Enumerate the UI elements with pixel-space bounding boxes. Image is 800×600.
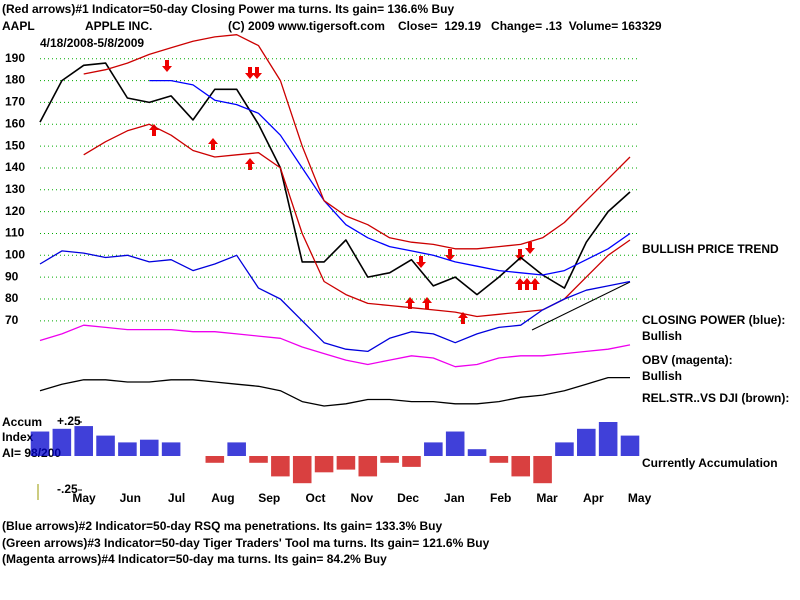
accum-bar <box>205 456 225 463</box>
accum-bar <box>424 442 443 456</box>
accum-bar <box>271 456 290 477</box>
legend-label: CLOSING POWER (blue): <box>642 313 785 327</box>
annotation: Currently Accumulation <box>642 456 778 470</box>
annotation: BULLISH PRICE TREND <box>642 242 779 256</box>
sell-arrow <box>245 67 262 79</box>
y-tick-label: 190 <box>5 51 25 65</box>
x-tick-label: Sep <box>258 491 280 505</box>
buy-arrow <box>515 278 540 290</box>
buy-arrow <box>149 124 159 136</box>
x-tick-label: Oct <box>305 491 325 505</box>
accum-bar <box>555 442 574 456</box>
symbol: AAPL <box>2 19 35 33</box>
y-tick-label: 110 <box>5 226 25 240</box>
y-tick-label: 170 <box>5 95 25 109</box>
y-tick-label: 100 <box>5 247 25 261</box>
accum-bar <box>161 442 181 456</box>
company: APPLE INC. <box>85 19 152 33</box>
x-tick-label: Nov <box>350 491 373 505</box>
buy-arrow <box>422 297 432 309</box>
accum-bar <box>577 428 596 456</box>
buy-arrow <box>405 297 415 309</box>
date-range: 4/18/2008-5/8/2009 <box>40 36 144 50</box>
indicator-1: (Red arrows)#1 Indicator=50-day Closing … <box>2 2 454 16</box>
accum-bar <box>380 456 399 463</box>
accum-bar <box>336 456 356 470</box>
panel-title: Index <box>2 430 34 444</box>
accum-bar <box>227 442 246 456</box>
y-tick-label: 70 <box>5 313 19 327</box>
y-tick-label: 150 <box>5 138 25 152</box>
y-tick-label: 130 <box>5 182 25 196</box>
accum-bar <box>598 422 618 456</box>
quote: Close= 129.19 Change= .13 Volume= 163329 <box>398 19 662 33</box>
series-line <box>39 250 631 353</box>
y-tick-label: 90 <box>5 269 19 283</box>
series-line <box>39 376 630 407</box>
x-tick-label: Jan <box>444 491 465 505</box>
x-tick-label: Aug <box>211 491 234 505</box>
legend-label: OBV (magenta): <box>642 353 733 367</box>
series-line <box>39 62 631 296</box>
y-tick-label: -.25 <box>57 482 78 496</box>
series-line <box>83 34 631 250</box>
accum-bar <box>139 439 159 456</box>
sell-arrow <box>416 256 426 268</box>
accum-bar <box>467 449 487 456</box>
x-tick-label: Apr <box>583 491 604 505</box>
accum-bar <box>511 456 531 477</box>
accum-bar <box>96 435 115 456</box>
accum-bar <box>249 456 268 463</box>
sell-arrow <box>515 242 535 261</box>
x-tick-label: Mar <box>536 491 558 505</box>
x-tick-label: May <box>72 491 96 505</box>
accum-bar <box>533 456 552 484</box>
accum-bar <box>489 456 509 463</box>
accum-bar <box>118 442 137 456</box>
sell-arrow <box>445 249 455 261</box>
series-line <box>83 123 631 318</box>
copyright: (C) 2009 www.tigersoft.com <box>228 19 385 33</box>
accum-bar <box>52 428 72 456</box>
series-line <box>39 324 631 368</box>
legend-status: Bullish <box>642 369 682 383</box>
buy-arrow <box>245 158 255 170</box>
x-tick-label: Jun <box>120 491 141 505</box>
footer-line: (Blue arrows)#2 Indicator=50-day RSQ ma … <box>2 519 442 533</box>
panel-title: Accum <box>2 415 42 429</box>
accum-bar <box>292 456 312 484</box>
accum-bar <box>620 435 640 456</box>
footer-line: (Green arrows)#3 Indicator=50-day Tiger … <box>2 536 490 550</box>
accum-bar <box>314 456 334 473</box>
sell-arrow <box>162 60 172 72</box>
y-tick-label: 180 <box>5 73 25 87</box>
x-tick-label: Dec <box>397 491 419 505</box>
accum-bar <box>445 431 465 456</box>
footer-line: (Magenta arrows)#4 Indicator=50-day ma t… <box>2 552 387 566</box>
x-tick-label: Feb <box>490 491 511 505</box>
y-tick-label: 140 <box>5 160 25 174</box>
legend-status: Bullish <box>642 329 682 343</box>
y-tick-label: 120 <box>5 204 25 218</box>
legend-label: REL.STR..VS DJI (brown): <box>642 391 789 405</box>
x-tick-label: May <box>628 491 652 505</box>
buy-arrow <box>458 312 468 324</box>
y-tick-label: 160 <box>5 116 25 130</box>
series-line <box>149 79 631 276</box>
signal-arrows <box>149 60 540 324</box>
trend-line <box>531 281 631 331</box>
y-tick-label: 80 <box>5 291 19 305</box>
y-tick-label: +.25 <box>57 414 81 428</box>
accum-bar <box>402 456 421 467</box>
accum-bar <box>74 426 93 456</box>
x-tick-label: Jul <box>168 491 185 505</box>
accum-bar <box>358 456 378 477</box>
accum-bar <box>30 431 50 456</box>
buy-arrow <box>208 138 218 150</box>
